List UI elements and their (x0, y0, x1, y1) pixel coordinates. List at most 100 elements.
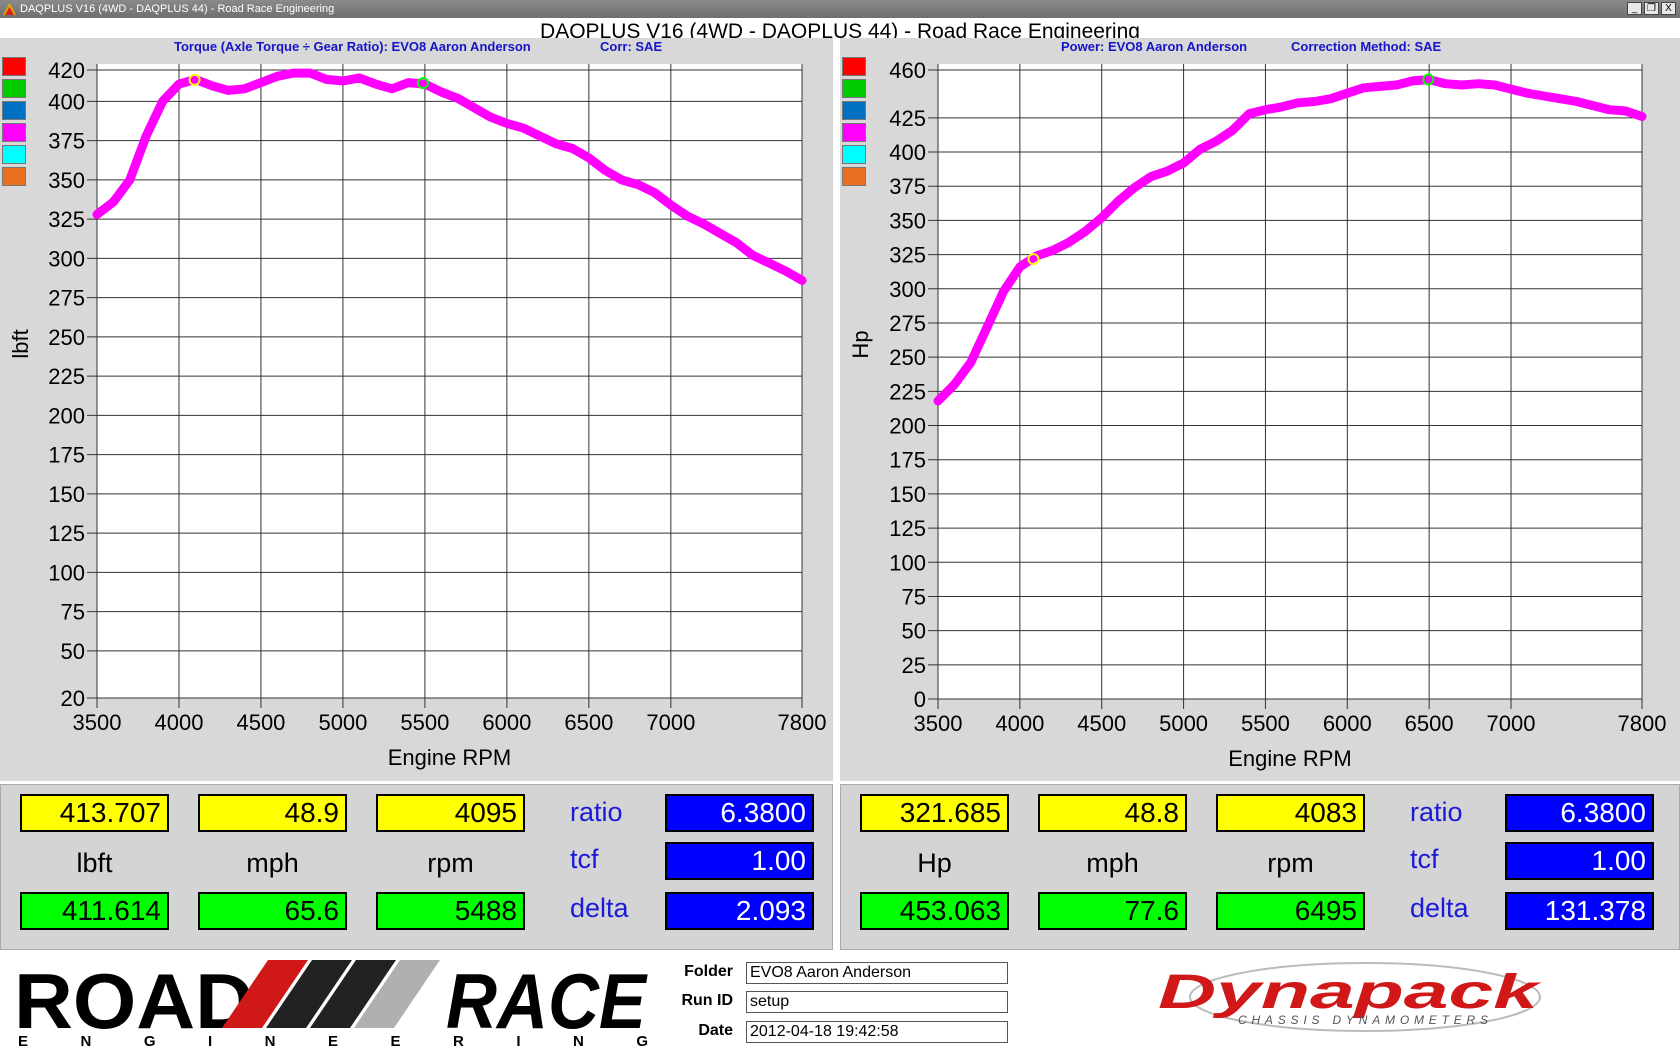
y-tick-label: 460 (889, 58, 926, 83)
dynapack-logo: Dynapack CHASSIS DYNAMOMETERS (1158, 962, 1542, 1032)
cursor1-rpm-value: 4095 (376, 794, 525, 832)
y-tick-label: 20 (61, 686, 85, 711)
power-chart: 0 25 50 75 100 125 150 175 200 225 250 275 300 325 350… (848, 58, 1667, 771)
y-tick-label: 225 (48, 364, 85, 389)
x-tick-label: 7800 (778, 710, 827, 735)
legend-swatch-6[interactable] (2, 167, 26, 186)
y-tick-label: 150 (889, 482, 926, 507)
plot-area (97, 64, 802, 698)
x-tick-label: 4500 (236, 710, 285, 735)
y-tick-label: 75 (61, 600, 85, 625)
unit-mph-label: mph (1086, 848, 1139, 878)
y-tick-label: 375 (889, 174, 926, 199)
date-label: Date (698, 1022, 733, 1039)
legend-swatch-3[interactable] (842, 101, 866, 120)
cursor2-speed-value: 77.6 (1038, 892, 1187, 930)
y-axis-label: Hp (848, 330, 873, 358)
x-tick-label: 3500 (914, 711, 963, 736)
x-tick-label: 6000 (1323, 711, 1372, 736)
y-tick-label: 175 (889, 448, 926, 473)
plot-area (938, 64, 1642, 699)
footer: ROAD RACE E N G I N E E R I N G Folder E… (0, 950, 1680, 1050)
y-tick-label: 0 (914, 687, 926, 712)
legend-swatch-5[interactable] (842, 145, 866, 164)
legend-swatch-1[interactable] (2, 57, 26, 76)
minimize-button[interactable]: _ (1627, 2, 1642, 15)
y-tick-label: 125 (889, 516, 926, 541)
y-tick-label: 300 (48, 246, 85, 271)
x-tick-label: 4500 (1077, 711, 1126, 736)
x-tick-label: 6500 (1405, 711, 1454, 736)
y-tick-label: 200 (889, 414, 926, 439)
y-tick-label: 350 (48, 168, 85, 193)
legend-swatch-4[interactable] (842, 123, 866, 142)
cursor2-torque-value: 411.614 (20, 892, 169, 930)
unit-lbft-label: lbft (76, 848, 113, 878)
x-tick-label: 4000 (995, 711, 1044, 736)
cursor2-rpm-value: 6495 (1216, 892, 1365, 930)
torque-panel-title: Torque (Axle Torque ÷ Gear Ratio): EVO8 … (174, 39, 531, 54)
delta-label: delta (1410, 893, 1469, 923)
x-tick-label: 7000 (1487, 711, 1536, 736)
x-tick-label: 6000 (482, 710, 531, 735)
x-tick-label: 5500 (1241, 711, 1290, 736)
y-tick-label: 175 (48, 443, 85, 468)
cursor-marker (1422, 73, 1435, 86)
delta-value: 2.093 (665, 892, 814, 930)
x-tick-label: 5500 (400, 710, 449, 735)
unit-hp-label: Hp (917, 848, 952, 878)
date-field: 2012-04-18 19:42:58 (746, 1021, 1008, 1043)
main-title: DAQPLUS V16 (4WD - DAQPLUS 44) - Road Ra… (540, 20, 1140, 39)
legend-swatch-6[interactable] (842, 167, 866, 186)
legend-swatch-3[interactable] (2, 101, 26, 120)
tcf-label: tcf (570, 844, 599, 874)
power-panel-correction: Correction Method: SAE (1291, 39, 1442, 54)
y-tick-label: 275 (48, 286, 85, 311)
logo-road-text: ROAD (14, 957, 254, 1045)
legend-swatch-2[interactable] (842, 79, 866, 98)
ratio-value: 6.3800 (1505, 794, 1654, 832)
y-tick-label: 400 (889, 140, 926, 165)
legend-swatch-4[interactable] (2, 123, 26, 142)
brand-text: Dynapack (1158, 966, 1542, 1019)
cursor2-speed-value: 65.6 (198, 892, 347, 930)
torque-readout-panel: 413.707 48.9 4095 lbft mph rpm 411.614 6… (0, 784, 833, 950)
ratio-value: 6.3800 (665, 794, 814, 832)
torque-chart: 20 50 75 100 125 150 175 200 225 250 275 300 325 350 3… (8, 58, 827, 770)
torque-panel-correction: Corr: SAE (600, 39, 663, 54)
restore-button[interactable]: ❐ (1644, 2, 1659, 15)
y-tick-label: 100 (48, 560, 85, 585)
y-tick-label: 225 (889, 379, 926, 404)
x-tick-label: 5000 (1159, 711, 1208, 736)
y-tick-label: 275 (889, 311, 926, 336)
y-tick-label: 400 (48, 89, 85, 114)
tcf-value: 1.00 (665, 842, 814, 880)
folder-field: EVO8 Aaron Anderson (746, 962, 1008, 984)
cursor2-rpm-value: 5488 (376, 892, 525, 930)
cursor-marker (416, 77, 429, 90)
delta-value: 131.378 (1505, 892, 1654, 930)
y-tick-label: 300 (889, 277, 926, 302)
y-tick-label: 250 (48, 325, 85, 350)
legend-swatch-1[interactable] (842, 57, 866, 76)
tcf-label: tcf (1410, 844, 1439, 874)
x-tick-label: 4000 (155, 710, 204, 735)
run-id-field: setup (746, 991, 1008, 1013)
cursor2-power-value: 453.063 (860, 892, 1009, 930)
x-tick-label: 6500 (564, 710, 613, 735)
x-tick-label: 3500 (73, 710, 122, 735)
x-tick-label: 5000 (318, 710, 367, 735)
cursor1-rpm-value: 4083 (1216, 794, 1365, 832)
close-button[interactable]: X (1661, 2, 1676, 15)
y-tick-label: 50 (902, 619, 926, 644)
app-icon (3, 3, 16, 15)
y-tick-label: 150 (48, 482, 85, 507)
legend-swatch-2[interactable] (2, 79, 26, 98)
ratio-label: ratio (1410, 797, 1463, 827)
x-tick-label: 7800 (1618, 711, 1667, 736)
y-tick-label: 350 (889, 208, 926, 233)
delta-label: delta (570, 893, 629, 923)
x-tick-label: 7000 (646, 710, 695, 735)
legend-swatch-5[interactable] (2, 145, 26, 164)
window-titlebar: DAQPLUS V16 (4WD - DAQPLUS 44) - Road Ra… (0, 0, 1680, 18)
